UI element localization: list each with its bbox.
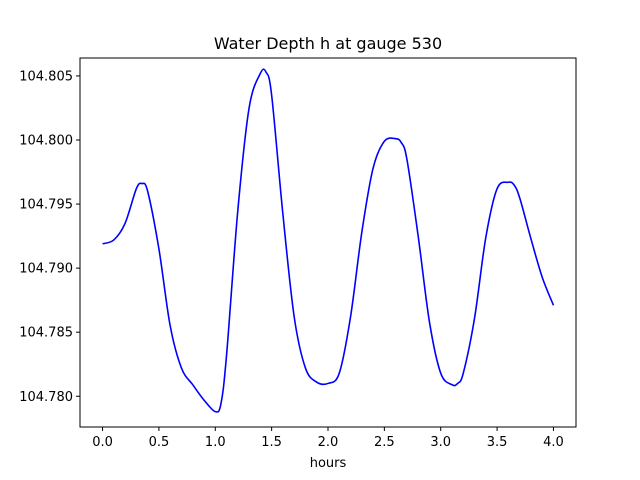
axes-frame <box>79 57 577 428</box>
y-tick-label: 104.800 <box>19 134 73 149</box>
x-tick-label: 0.5 <box>149 435 170 450</box>
x-tick-label: 3.0 <box>430 435 451 450</box>
x-tick-label: 1.5 <box>261 435 282 450</box>
x-axis-label: hours <box>310 456 347 471</box>
plot-area <box>102 68 555 413</box>
y-tick-label: 104.795 <box>19 198 73 213</box>
x-tick-label: 2.5 <box>374 435 395 450</box>
y-tick-label: 104.780 <box>19 390 73 405</box>
y-axis-ticks: 104.780 104.785 104.790 104.795 104.800 104.8… <box>19 69 80 405</box>
x-axis-ticks: 0.0 0.5 1.0 1.5 2.0 2.5 3.0 3.5 4.0 <box>92 427 564 450</box>
x-tick-label: 0.0 <box>92 435 113 450</box>
x-tick-label: 4.0 <box>543 435 564 450</box>
y-tick-label: 104.790 <box>19 262 73 277</box>
series-line <box>102 68 555 413</box>
y-tick-label: 104.785 <box>19 326 73 341</box>
y-tick-label: 104.805 <box>19 69 73 84</box>
x-tick-label: 3.5 <box>487 435 508 450</box>
x-tick-label: 1.0 <box>205 435 226 450</box>
chart-title: Water Depth h at gauge 530 <box>214 34 442 53</box>
x-tick-label: 2.0 <box>318 435 339 450</box>
